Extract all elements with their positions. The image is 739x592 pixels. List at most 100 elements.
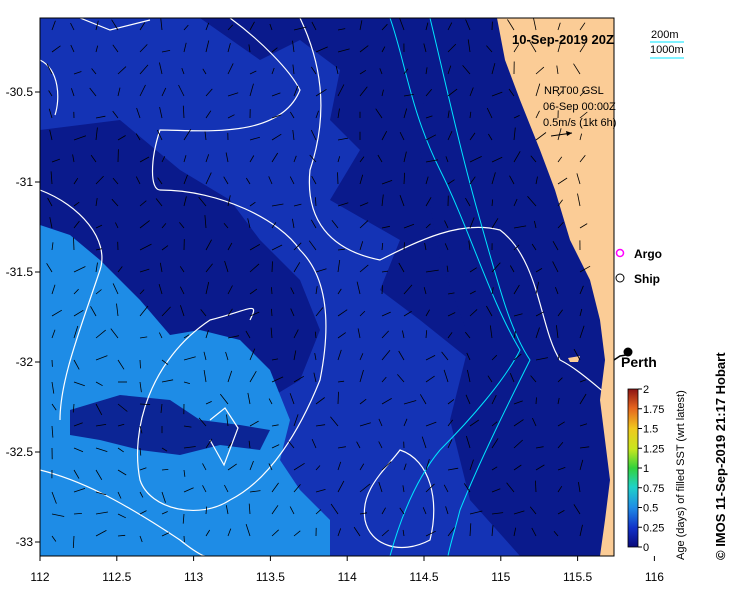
current-arrow <box>51 535 57 542</box>
current-arrow <box>181 67 185 75</box>
y-tick-label: -32 <box>16 355 34 369</box>
current-arrow <box>139 22 146 31</box>
current-arrow <box>579 285 584 295</box>
current-arrow <box>135 133 141 141</box>
current-arrow <box>73 488 86 493</box>
imos-credit: © IMOS 11-Sep-2019 21:17 Hobart <box>713 352 728 560</box>
current-arrow <box>271 308 273 317</box>
current-arrow <box>513 244 520 251</box>
current-arrow <box>73 447 84 453</box>
current-arrow <box>158 283 163 295</box>
current-arrow <box>139 200 147 207</box>
current-arrow <box>425 115 433 119</box>
current-arrow <box>183 174 188 185</box>
current-arrow <box>399 132 405 141</box>
current-arrow <box>513 313 523 317</box>
colorbar-tick-label: 1.25 <box>643 443 664 455</box>
sea-light-inner-dark <box>70 395 270 455</box>
current-arrow <box>513 510 525 515</box>
current-arrow <box>271 152 279 163</box>
current-arrow <box>89 87 97 97</box>
current-arrow <box>117 423 125 427</box>
current-arrow <box>95 289 102 295</box>
current-arrow <box>552 241 559 251</box>
current-arrow <box>469 176 476 185</box>
current-arrow <box>359 20 363 31</box>
current-arrow <box>271 376 284 383</box>
current-arrow <box>73 288 79 295</box>
current-arrow <box>509 373 515 383</box>
current-arrow <box>579 22 586 31</box>
current-arrow <box>555 287 559 295</box>
current-arrow <box>249 370 257 383</box>
current-arrow <box>330 416 339 427</box>
swan-river <box>613 354 627 361</box>
current-arrow <box>381 270 389 273</box>
current-arrow <box>227 442 232 449</box>
current-vectors <box>46 18 591 549</box>
current-arrow <box>381 225 390 229</box>
current-arrow <box>51 242 54 251</box>
current-arrow <box>51 403 57 411</box>
current-arrow <box>311 21 317 31</box>
current-arrow <box>447 439 453 449</box>
current-arrow <box>205 330 209 339</box>
date-label: 06-Sep 00:00Z <box>543 101 616 113</box>
current-arrow <box>248 440 251 449</box>
current-arrow <box>289 111 295 119</box>
current-arrow <box>227 528 232 537</box>
current-arrow <box>203 351 207 361</box>
current-arrow <box>469 459 474 471</box>
current-arrow <box>139 359 141 369</box>
current-arrow <box>161 50 171 53</box>
current-arrow <box>73 422 83 427</box>
current-arrow <box>227 43 231 53</box>
current-arrow <box>311 176 317 185</box>
current-arrow <box>469 419 480 427</box>
current-arrow <box>381 398 392 405</box>
current-arrow <box>398 262 405 273</box>
current-arrow <box>156 129 163 141</box>
current-arrow <box>249 83 254 97</box>
current-arrow <box>513 353 522 361</box>
current-arrow <box>248 503 251 515</box>
current-arrow <box>464 331 471 339</box>
current-arrow <box>51 329 56 339</box>
current-arrow <box>573 63 581 75</box>
current-arrow <box>269 23 273 31</box>
current-arrow <box>289 506 295 515</box>
current-arrow <box>95 491 107 496</box>
current-arrow <box>247 392 251 405</box>
current-arrow <box>337 84 345 97</box>
current-arrow <box>507 19 515 31</box>
y-axis: -30.5 -31 -31.5 -32 -32.5 -33 <box>6 85 40 549</box>
current-arrow <box>161 447 168 452</box>
current-arrow <box>139 381 142 393</box>
current-arrow <box>117 359 125 370</box>
current-arrow <box>227 63 234 75</box>
current-arrow <box>72 403 75 413</box>
current-arrow <box>443 369 449 383</box>
current-arrow <box>513 44 520 53</box>
current-arrow <box>112 110 119 119</box>
current-arrow <box>557 353 560 361</box>
current-arrow <box>157 177 163 185</box>
current-arrow <box>423 287 427 295</box>
current-arrow <box>381 311 391 317</box>
current-arrow <box>180 305 185 317</box>
current-arrow <box>527 196 537 207</box>
current-arrow <box>573 504 581 515</box>
current-arrow <box>315 465 321 471</box>
current-arrow <box>95 381 103 387</box>
current-arrow <box>205 529 211 537</box>
current-arrow <box>468 240 471 251</box>
current-arrow <box>466 435 471 449</box>
plot-frame <box>39 17 615 557</box>
current-arrow <box>337 202 349 207</box>
current-arrow <box>381 89 384 97</box>
current-arrow <box>557 377 563 383</box>
current-arrow <box>136 107 141 119</box>
sea-light <box>40 225 330 556</box>
current-arrow <box>535 464 545 471</box>
current-arrow <box>425 67 428 75</box>
